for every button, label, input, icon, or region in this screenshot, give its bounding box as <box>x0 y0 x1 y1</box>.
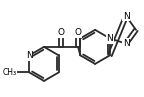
Text: O: O <box>75 28 82 37</box>
Text: CH₃: CH₃ <box>2 68 16 77</box>
Text: N: N <box>26 51 33 60</box>
Text: O: O <box>58 28 65 37</box>
Text: N: N <box>106 34 113 43</box>
Text: N: N <box>123 12 129 21</box>
Text: N: N <box>123 39 129 48</box>
